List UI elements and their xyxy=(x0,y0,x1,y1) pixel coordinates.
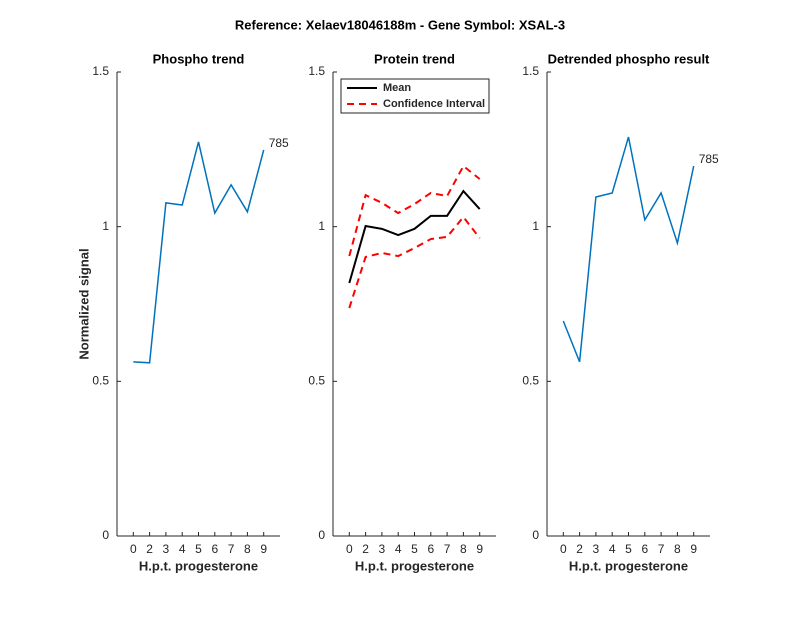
x-tick-label: 2 xyxy=(362,542,369,556)
x-tick-label: 5 xyxy=(195,542,202,556)
legend-label: Confidence Interval xyxy=(383,98,485,110)
y-tick-label: 1.5 xyxy=(92,64,109,78)
y-tick-label: 0.5 xyxy=(522,374,539,388)
x-tick-label: 6 xyxy=(641,542,648,556)
y-tick-label: 1 xyxy=(532,219,539,233)
legend-label: Mean xyxy=(383,82,411,94)
x-tick-label: 3 xyxy=(163,542,170,556)
ci-lower-line xyxy=(348,215,481,309)
y-tick-label: 1 xyxy=(318,219,325,233)
x-tick-label: 6 xyxy=(427,542,434,556)
x-tick-label: 2 xyxy=(576,542,583,556)
x-tick-label: 9 xyxy=(476,542,483,556)
legend-box xyxy=(340,78,490,114)
x-tick-label: 4 xyxy=(395,542,402,556)
y-tick-label: 0 xyxy=(318,528,325,542)
x-tick-label: 7 xyxy=(228,542,235,556)
x-tick-label: 7 xyxy=(444,542,451,556)
figure-title: Reference: Xelaev18046188m - Gene Symbol… xyxy=(235,17,565,32)
x-tick-label: 0 xyxy=(346,542,353,556)
y-tick-label: 0.5 xyxy=(92,374,109,388)
x-tick-label: 5 xyxy=(625,542,632,556)
x-tick-label: 5 xyxy=(411,542,418,556)
x-tick-label: 6 xyxy=(211,542,218,556)
x-axis-label: H.p.t. progesterone xyxy=(355,558,474,573)
subplot-title: Phospho trend xyxy=(153,51,245,66)
subplot-title: Detrended phospho result xyxy=(548,51,710,66)
data-line xyxy=(348,189,481,284)
annotation: 785 xyxy=(269,136,289,150)
y-tick-label: 1.5 xyxy=(522,64,539,78)
x-tick-label: 4 xyxy=(179,542,186,556)
x-tick-label: 2 xyxy=(146,542,153,556)
x-tick-label: 7 xyxy=(658,542,665,556)
x-tick-label: 0 xyxy=(560,542,567,556)
data-line xyxy=(562,136,695,363)
y-tick-label: 0 xyxy=(532,528,539,542)
x-tick-label: 0 xyxy=(130,542,137,556)
y-axis-label: Normalized signal xyxy=(76,248,91,359)
subplot-title: Protein trend xyxy=(374,51,455,66)
x-tick-label: 3 xyxy=(593,542,600,556)
y-tick-label: 0 xyxy=(102,528,109,542)
x-tick-label: 3 xyxy=(379,542,386,556)
x-tick-label: 8 xyxy=(244,542,251,556)
x-axis-label: H.p.t. progesterone xyxy=(139,558,258,573)
ci-upper-line xyxy=(348,164,481,257)
annotation: 785 xyxy=(699,152,719,166)
data-line xyxy=(133,141,265,364)
x-tick-label: 8 xyxy=(460,542,467,556)
x-tick-label: 4 xyxy=(609,542,616,556)
y-tick-label: 0.5 xyxy=(308,374,325,388)
x-tick-label: 9 xyxy=(260,542,267,556)
y-tick-label: 1.5 xyxy=(308,64,325,78)
x-axis-label: H.p.t. progesterone xyxy=(569,558,688,573)
x-tick-label: 8 xyxy=(674,542,681,556)
x-tick-label: 9 xyxy=(690,542,697,556)
y-tick-label: 1 xyxy=(102,219,109,233)
